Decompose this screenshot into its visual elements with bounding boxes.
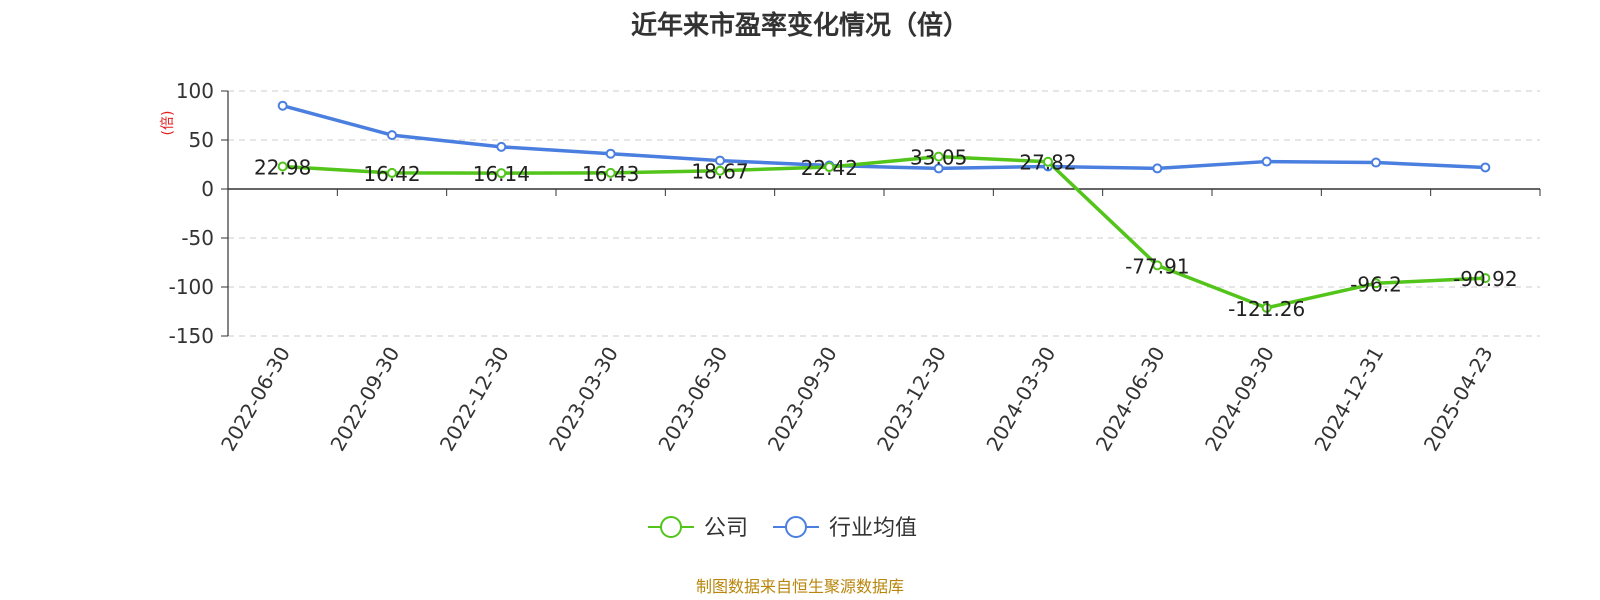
- data-point[interactable]: [1043, 156, 1053, 167]
- x-tick-label: 2023-03-30: [544, 343, 623, 456]
- data-point[interactable]: [605, 167, 616, 178]
- data-point[interactable]: [824, 162, 835, 173]
- y-tick-label: 50: [189, 128, 214, 152]
- legend-label: 公司: [704, 516, 748, 541]
- data-point[interactable]: [1261, 156, 1272, 167]
- y-tick-label: 100: [176, 79, 214, 103]
- x-tick-label: 2023-09-30: [763, 343, 842, 456]
- data-label: 27.82: [1019, 151, 1076, 175]
- series-group: [277, 100, 1491, 313]
- y-tick-label: -50: [181, 226, 214, 250]
- data-point[interactable]: [277, 161, 288, 172]
- data-label: 22.98: [254, 155, 311, 179]
- data-label: -121.26: [1228, 297, 1305, 321]
- data-point[interactable]: [1371, 157, 1381, 168]
- data-point[interactable]: [605, 148, 616, 159]
- data-label: 16.14: [473, 162, 530, 186]
- chart-title: 近年来市盈率变化情况（倍）: [631, 10, 969, 41]
- data-point[interactable]: [715, 155, 725, 166]
- series-line: [282, 154, 1486, 310]
- x-tick-label: 2024-03-30: [981, 343, 1060, 456]
- data-label: 16.43: [582, 162, 639, 186]
- data-label: 22.42: [801, 156, 858, 180]
- x-tick-label: 2023-06-30: [653, 343, 732, 456]
- source-note: 制图数据来自恒生聚源数据库: [696, 577, 904, 596]
- y-axis-label: (倍): [160, 111, 176, 136]
- series-line: [282, 104, 1486, 171]
- grid-lines: [228, 90, 1540, 337]
- data-label: -96.2: [1350, 272, 1402, 296]
- data-labels: 22.98 16.42 16.14 16.43 18.67 22.42 33.05 27.82…: [254, 146, 1518, 321]
- y-tick-label: -150: [169, 324, 214, 348]
- x-tick-label: 2022-12-30: [435, 343, 514, 456]
- data-label: 33.05: [910, 146, 967, 170]
- data-point[interactable]: [1152, 163, 1163, 174]
- data-label: -77.91: [1125, 254, 1189, 278]
- data-point[interactable]: [1480, 162, 1491, 173]
- y-tick-label: -100: [169, 275, 214, 299]
- data-point[interactable]: [1152, 260, 1163, 271]
- legend-marker: [785, 516, 807, 538]
- data-point[interactable]: [387, 167, 397, 178]
- y-tick-label: 0: [201, 177, 214, 201]
- data-point[interactable]: [496, 168, 507, 179]
- data-label: 16.42: [363, 162, 420, 186]
- data-point[interactable]: [1371, 278, 1381, 289]
- data-label: -90.92: [1453, 267, 1517, 291]
- x-tick-label: 2024-12-31: [1309, 343, 1388, 456]
- data-point[interactable]: [933, 163, 944, 174]
- legend-item[interactable]: 行业均值: [773, 516, 917, 541]
- data-point[interactable]: [1261, 302, 1272, 313]
- x-tick-label: 2024-09-30: [1200, 343, 1279, 456]
- data-point[interactable]: [933, 151, 944, 162]
- data-point[interactable]: [715, 165, 725, 176]
- x-tick-label: 2025-04-23: [1419, 343, 1498, 456]
- data-point[interactable]: [496, 141, 507, 152]
- legend-label: 行业均值: [829, 516, 917, 541]
- legend-item[interactable]: 公司: [648, 516, 748, 541]
- x-tick-label: 2023-12-30: [872, 343, 951, 456]
- data-label: 18.67: [691, 160, 748, 184]
- x-tick-label: 2022-06-30: [216, 343, 295, 456]
- legend[interactable]: 公司 行业均值: [648, 516, 917, 541]
- data-point[interactable]: [387, 130, 397, 141]
- legend-marker: [660, 516, 682, 538]
- data-point[interactable]: [1480, 273, 1491, 284]
- data-point[interactable]: [277, 100, 288, 111]
- x-tick-label: 2022-09-30: [325, 343, 404, 456]
- x-tick-label: 2024-06-30: [1091, 343, 1170, 456]
